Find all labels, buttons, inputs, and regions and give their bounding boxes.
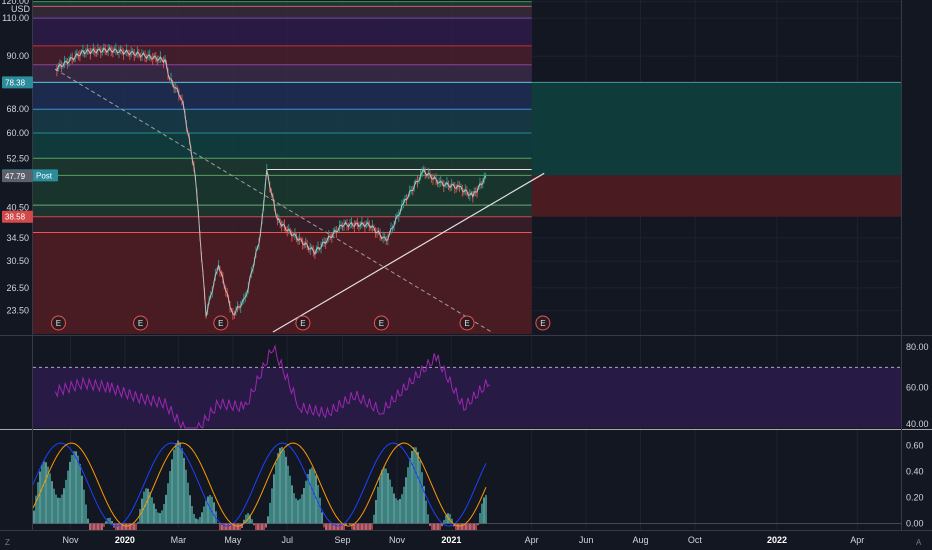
- fib-zone-8: [33, 158, 532, 176]
- rsi-axis: 80.00 60.00 40.00: [906, 342, 929, 429]
- time-label-0: Nov: [62, 535, 79, 545]
- time-label-3: May: [224, 535, 242, 545]
- osc-line-fast: [32, 442, 487, 527]
- price-tick-0: 120.00: [1, 0, 29, 6]
- earnings-label: E: [540, 319, 545, 328]
- oscillator-pane: [32, 440, 901, 530]
- earnings-circle: [459, 315, 475, 331]
- fib-retracement-zones: [33, 1, 532, 334]
- osc-tick-3: 0.00: [906, 519, 924, 529]
- price-tag-label: 47.79: [5, 172, 26, 181]
- time-label-12: 2022: [767, 535, 787, 545]
- earnings-circle: [373, 315, 389, 331]
- oscillator-axis: 0.60 0.40 0.20 0.00: [906, 441, 924, 529]
- earnings-label: E: [218, 319, 223, 328]
- fib-zone-10: [33, 205, 532, 217]
- pane-separators: [0, 0, 932, 531]
- earnings-label: E: [464, 319, 469, 328]
- time-label-5: Sep: [335, 535, 351, 545]
- price-tick-4: 68.00: [6, 104, 29, 114]
- zoom-corner-left[interactable]: Z: [5, 538, 10, 547]
- time-label-8: Apr: [525, 535, 539, 545]
- price-tick-5: 60.00: [6, 128, 29, 138]
- earnings-label: E: [56, 319, 61, 328]
- fib-zone-6: [33, 109, 532, 133]
- earnings-marker-5[interactable]: E: [459, 315, 475, 331]
- price-tag-bg: [2, 210, 33, 223]
- time-label-13: Apr: [850, 535, 864, 545]
- price-tag-3: 38.58: [2, 210, 33, 223]
- fib-zone-5: [33, 82, 532, 110]
- time-label-2: Mar: [171, 535, 187, 545]
- price-tag-0: 78.38: [2, 76, 33, 89]
- earnings-circle: [295, 315, 311, 331]
- price-tag-bg: [2, 170, 33, 183]
- rsi-tick-2: 40.00: [906, 419, 929, 429]
- earnings-marker-0[interactable]: E: [50, 315, 66, 331]
- price-tag-2: 47.79: [2, 170, 33, 183]
- earnings-circle: [535, 315, 551, 331]
- time-label-1: 2020: [115, 535, 135, 545]
- earnings-circle: [133, 315, 149, 331]
- earnings-label: E: [138, 319, 143, 328]
- rsi-line: [54, 344, 490, 430]
- osc-tick-2: 0.20: [906, 493, 924, 503]
- earnings-label: E: [300, 319, 305, 328]
- time-label-11: Oct: [688, 535, 703, 545]
- rsi-pane: [33, 344, 901, 430]
- time-label-9: Jun: [579, 535, 594, 545]
- long-short-projection: [33, 81, 901, 217]
- price-tick-14: 23.50: [6, 306, 29, 316]
- earnings-marker-3[interactable]: E: [295, 315, 311, 331]
- price-tag-bg: [2, 76, 33, 89]
- time-label-10: Aug: [633, 535, 649, 545]
- fib-zone-0: [33, 1, 532, 7]
- rsi-tick-0: 80.00: [906, 342, 929, 352]
- osc-tick-0: 0.60: [906, 441, 924, 451]
- fib-zone-4: [33, 64, 532, 83]
- osc-tick-1: 0.40: [906, 467, 924, 477]
- auto-scale-corner-right[interactable]: A: [916, 538, 922, 547]
- fib-zone-bottom: [33, 232, 532, 334]
- rsi-tick-1: 60.00: [906, 383, 929, 393]
- fib-zone-2: [33, 18, 532, 46]
- price-series: [54, 43, 487, 320]
- fib-zone-7: [33, 132, 532, 159]
- time-label-7: 2021: [441, 535, 461, 545]
- time-label-6: Nov: [389, 535, 406, 545]
- earnings-circle: [50, 315, 66, 331]
- price-tick-6: 52.50: [6, 153, 29, 163]
- earnings-marker-6[interactable]: E: [535, 315, 551, 331]
- earnings-marker-1[interactable]: E: [133, 315, 149, 331]
- price-tick-12: 30.50: [6, 256, 29, 266]
- earnings-marker-2[interactable]: E: [213, 315, 229, 331]
- earnings-marker-4[interactable]: E: [373, 315, 389, 331]
- fib-zone-9: [33, 175, 532, 206]
- price-tick-9: 40.50: [6, 202, 29, 212]
- target-zone: [531, 82, 901, 176]
- earnings-label: E: [379, 319, 384, 328]
- price-tag-label: 78.38: [5, 78, 26, 87]
- price-tick-2: 90.00: [6, 51, 29, 61]
- price-tag-label: 38.58: [5, 213, 26, 222]
- price-line-path: [54, 46, 487, 317]
- time-axis[interactable]: Nov 2020 Mar May Jul Sep Nov 2021 Apr Jun Aug Oct 20…: [62, 535, 864, 545]
- earnings-circle: [213, 315, 229, 331]
- price-tag-extra: Post: [36, 171, 53, 180]
- time-label-4: Jul: [281, 535, 293, 545]
- price-tick-13: 26.50: [6, 283, 29, 293]
- currency-label: USD: [11, 4, 31, 14]
- ascending-trendline: [272, 172, 545, 333]
- stop-zone: [531, 175, 901, 217]
- price-axis[interactable]: 120.00 110.00 90.00 68.00 60.00 52.50 40.50 34.…: [1, 0, 29, 316]
- osc-line-slow: [32, 442, 487, 527]
- price-tick-1: 110.00: [2, 13, 29, 23]
- rsi-band: [33, 367, 901, 428]
- fib-zone-1: [33, 6, 532, 19]
- price-tick-11: 34.50: [6, 233, 29, 243]
